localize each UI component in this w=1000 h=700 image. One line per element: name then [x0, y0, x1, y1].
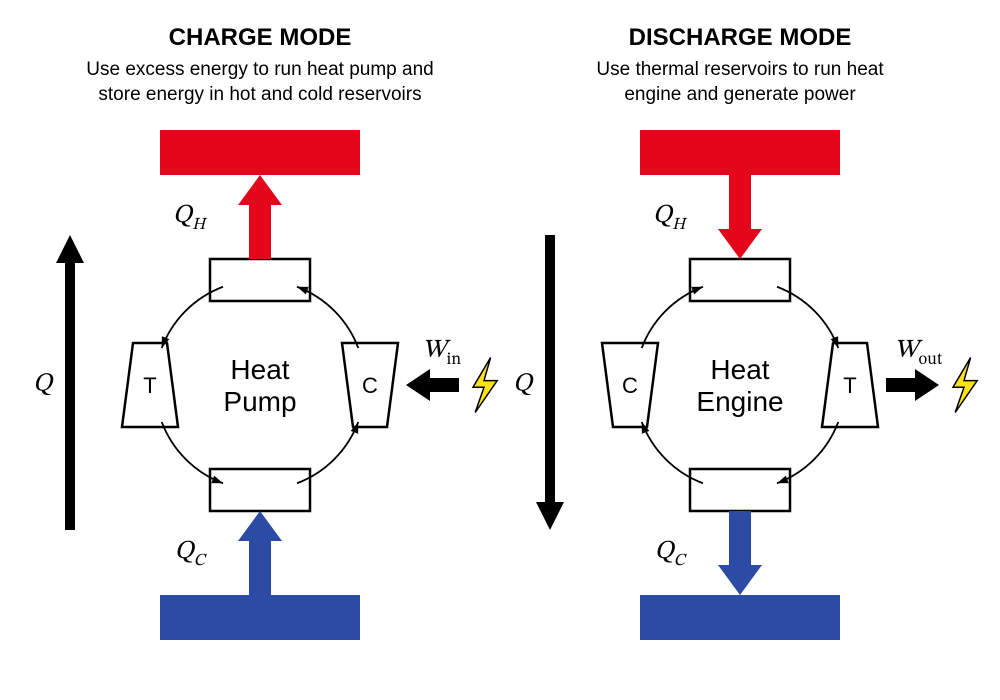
math-label: Wout	[894, 338, 943, 369]
heat-exchanger-top	[210, 259, 310, 301]
heat-exchanger-top	[690, 259, 790, 301]
cold-reservoir	[160, 595, 360, 640]
math-label: QC	[175, 539, 208, 570]
net-heat-arrow	[536, 235, 564, 530]
lightning-bolt-icon	[953, 358, 977, 413]
left-trapezoid-label: T	[143, 373, 156, 398]
math-label: Win	[422, 338, 461, 369]
hot-reservoir	[640, 130, 840, 175]
math-label: QH	[653, 203, 688, 234]
panel-title: CHARGE MODE	[169, 24, 352, 51]
right-trapezoid-label: T	[843, 373, 856, 398]
math-label: QC	[655, 539, 688, 570]
math-label: QH	[173, 203, 208, 234]
math-label: Q	[513, 372, 534, 398]
cold-reservoir	[640, 595, 840, 640]
panel-subtitle-1: Use thermal reservoirs to run heat	[596, 59, 884, 80]
heat-exchanger-bottom	[210, 469, 310, 511]
work-arrow	[406, 369, 459, 401]
center-label-1: Heat	[710, 354, 769, 385]
panel-left: CHARGE MODE Use excess energy to run heat…	[33, 24, 497, 640]
center-label-1: Heat	[230, 354, 289, 385]
net-heat-arrow	[56, 235, 84, 530]
panel-subtitle-2: store energy in hot and cold reservoirs	[98, 84, 421, 105]
work-arrow	[886, 369, 939, 401]
panel-right: DISCHARGE MODE Use thermal reservoirs to …	[513, 24, 977, 640]
right-trapezoid-label: C	[362, 373, 378, 398]
hot-flow-arrow	[718, 175, 762, 259]
lightning-bolt-icon	[473, 358, 497, 413]
center-label-2: Engine	[696, 386, 783, 417]
cold-flow-arrow	[718, 511, 762, 595]
panel-title: DISCHARGE MODE	[629, 24, 852, 51]
cold-flow-arrow	[238, 511, 282, 595]
center-label-2: Pump	[223, 386, 296, 417]
hot-reservoir	[160, 130, 360, 175]
heat-exchanger-bottom	[690, 469, 790, 511]
panel-subtitle-1: Use excess energy to run heat pump and	[86, 59, 433, 80]
math-label: Q	[33, 372, 54, 398]
hot-flow-arrow	[238, 175, 282, 259]
panel-subtitle-2: engine and generate power	[624, 84, 856, 105]
left-trapezoid-label: C	[622, 373, 638, 398]
